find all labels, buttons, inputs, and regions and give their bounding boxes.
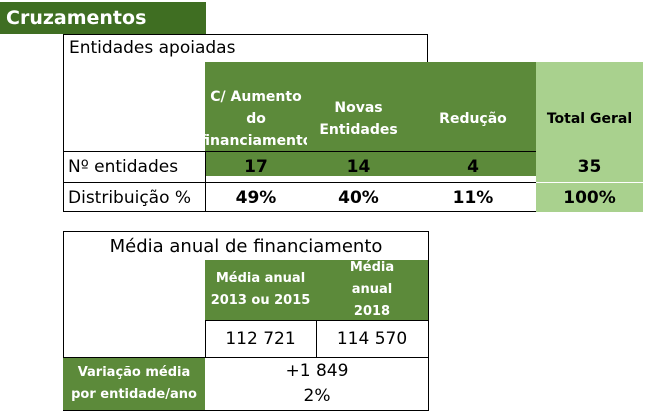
header-media-2018: Média anual 2018 [316, 260, 428, 320]
table2-frame [63, 231, 429, 411]
values-top-line [205, 320, 429, 321]
row-label-entidades: Nº entidades [68, 157, 179, 177]
section-banner: Cruzamentos [0, 2, 206, 34]
header-reducao: Redução [410, 62, 536, 176]
values-left-line [205, 320, 206, 357]
table2-title: Média anual de financiamento [109, 235, 383, 257]
header-media-2013-2015: Média anual 2013 ou 2015 [205, 260, 316, 320]
row2-total: 100% [536, 183, 643, 212]
value-media-2013-2015: 112 721 [225, 329, 296, 349]
row1-total: 35 [536, 152, 643, 182]
media-table: Média anual de financiamento Média anual… [63, 231, 429, 411]
header-aumento: C/ Aumento do financiamento [200, 62, 312, 176]
header-novas: Novas Entidades [307, 62, 410, 176]
row2-top-line [63, 182, 536, 183]
value-media-2018: 114 570 [336, 329, 408, 349]
table1-title-box [63, 34, 428, 62]
row1-top-line [63, 151, 536, 152]
row1-col2: 14 [346, 157, 371, 177]
table1-label-divider [205, 151, 206, 212]
variation-percent: 2% [303, 386, 331, 406]
row-label-distribuicao: Distribuição % [68, 187, 192, 208]
table1-bottom-line [63, 211, 536, 212]
row1-col3: 4 [467, 157, 479, 177]
values-mid-line [316, 320, 317, 357]
variation-absolute: +1 849 [285, 361, 349, 381]
table1-left-border [63, 62, 64, 212]
table1-title: Entidades apoiadas [69, 38, 236, 58]
row2-col3: 11% [452, 187, 494, 208]
entidades-table: Entidades apoiadas C/ Aumento do financi… [63, 34, 643, 212]
row2-col2: 40% [338, 187, 379, 208]
row2-col1: 49% [235, 187, 277, 208]
variation-top-line [63, 357, 429, 358]
banner-title: Cruzamentos [6, 7, 147, 29]
row1-col1: 17 [244, 157, 268, 177]
variation-label: Variação média por entidade/ano [63, 358, 205, 410]
